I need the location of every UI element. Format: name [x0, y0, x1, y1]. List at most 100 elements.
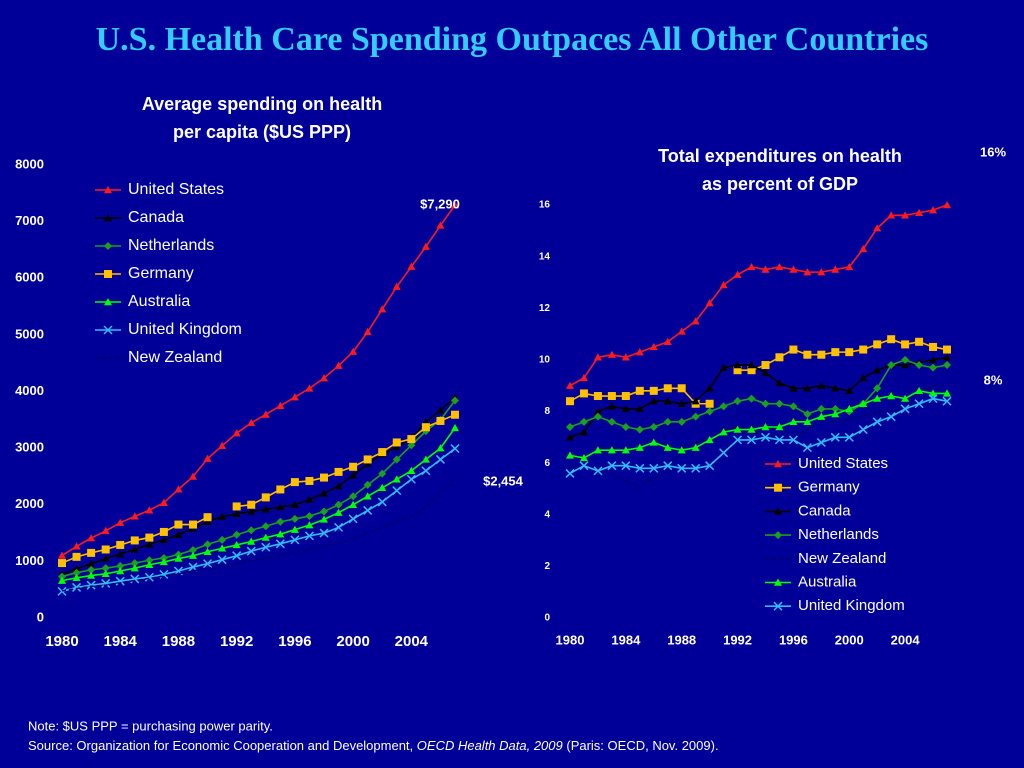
marker — [72, 568, 81, 577]
marker — [677, 327, 686, 335]
marker — [887, 392, 896, 400]
marker — [451, 201, 459, 209]
marker — [649, 438, 658, 446]
marker — [159, 557, 168, 566]
annotation: $7,290 — [420, 196, 460, 211]
marker — [774, 578, 782, 586]
marker — [334, 500, 343, 509]
marker — [677, 446, 686, 454]
marker — [761, 368, 770, 376]
marker — [104, 298, 112, 306]
y-tick-label: 0 — [544, 613, 550, 624]
y-tick-label: 1000 — [15, 553, 44, 568]
marker — [579, 373, 588, 382]
marker — [649, 397, 658, 405]
marker — [943, 201, 951, 209]
marker — [451, 423, 459, 432]
marker — [218, 535, 227, 544]
marker — [116, 540, 125, 549]
marker — [929, 206, 938, 214]
y-tick-label: 2 — [544, 561, 550, 572]
marker — [929, 355, 938, 364]
source-title: OECD Health Data, 2009 — [417, 738, 563, 753]
marker — [719, 402, 728, 411]
series-line — [569, 397, 948, 475]
marker — [421, 455, 430, 463]
marker — [246, 546, 256, 556]
marker — [607, 446, 616, 454]
x-tick-label: 1996 — [278, 633, 311, 650]
marker — [290, 500, 299, 508]
marker — [719, 428, 728, 436]
marker — [593, 466, 603, 476]
marker — [593, 392, 602, 401]
marker — [774, 435, 784, 445]
marker — [635, 348, 644, 356]
marker — [733, 361, 742, 369]
marker — [392, 442, 401, 451]
marker — [232, 429, 241, 437]
marker — [189, 551, 197, 559]
marker — [887, 211, 896, 219]
marker — [942, 396, 952, 406]
y-tick-label: 16 — [539, 200, 551, 211]
marker — [392, 282, 401, 290]
marker — [733, 435, 743, 445]
marker — [101, 545, 110, 554]
marker — [803, 350, 812, 359]
marker — [830, 432, 840, 442]
marker — [831, 384, 840, 392]
marker — [621, 422, 630, 431]
marker — [261, 410, 270, 418]
marker — [915, 361, 924, 370]
marker — [57, 586, 67, 596]
marker — [747, 425, 756, 433]
marker — [566, 381, 574, 389]
marker — [775, 262, 784, 271]
marker — [261, 505, 270, 513]
x-tick-label: 1988 — [162, 633, 195, 650]
legend-label: Germany — [798, 479, 860, 496]
marker — [290, 535, 300, 545]
marker — [733, 397, 742, 406]
marker — [334, 522, 344, 532]
legend-label: New Zealand — [128, 349, 222, 366]
marker — [914, 399, 924, 409]
marker — [649, 386, 658, 395]
series-line — [569, 204, 948, 387]
marker — [217, 555, 227, 565]
marker — [334, 467, 343, 476]
marker — [789, 345, 798, 354]
marker — [304, 531, 314, 541]
marker — [943, 345, 951, 354]
chart-title: Average spending on health — [142, 94, 382, 114]
marker — [719, 281, 728, 289]
legend-label: United States — [128, 181, 224, 198]
marker — [915, 386, 924, 395]
marker — [101, 564, 110, 573]
marker — [677, 417, 686, 426]
marker — [677, 399, 686, 407]
marker — [747, 262, 756, 271]
marker — [943, 361, 951, 370]
marker — [87, 559, 96, 567]
series-line — [61, 204, 456, 557]
marker — [436, 444, 445, 452]
marker — [705, 399, 714, 408]
marker — [101, 578, 111, 588]
marker — [802, 443, 812, 453]
marker — [104, 242, 112, 250]
marker — [319, 528, 329, 538]
marker — [349, 500, 358, 508]
marker — [845, 386, 854, 395]
marker — [677, 384, 686, 393]
marker — [188, 562, 198, 572]
marker — [733, 425, 742, 433]
marker — [901, 361, 910, 369]
marker — [407, 435, 416, 444]
marker — [817, 268, 826, 276]
slide-title: U.S. Health Care Spending Outpaces All O… — [96, 21, 929, 58]
marker — [901, 340, 910, 349]
marker — [104, 186, 112, 194]
marker — [663, 417, 672, 426]
